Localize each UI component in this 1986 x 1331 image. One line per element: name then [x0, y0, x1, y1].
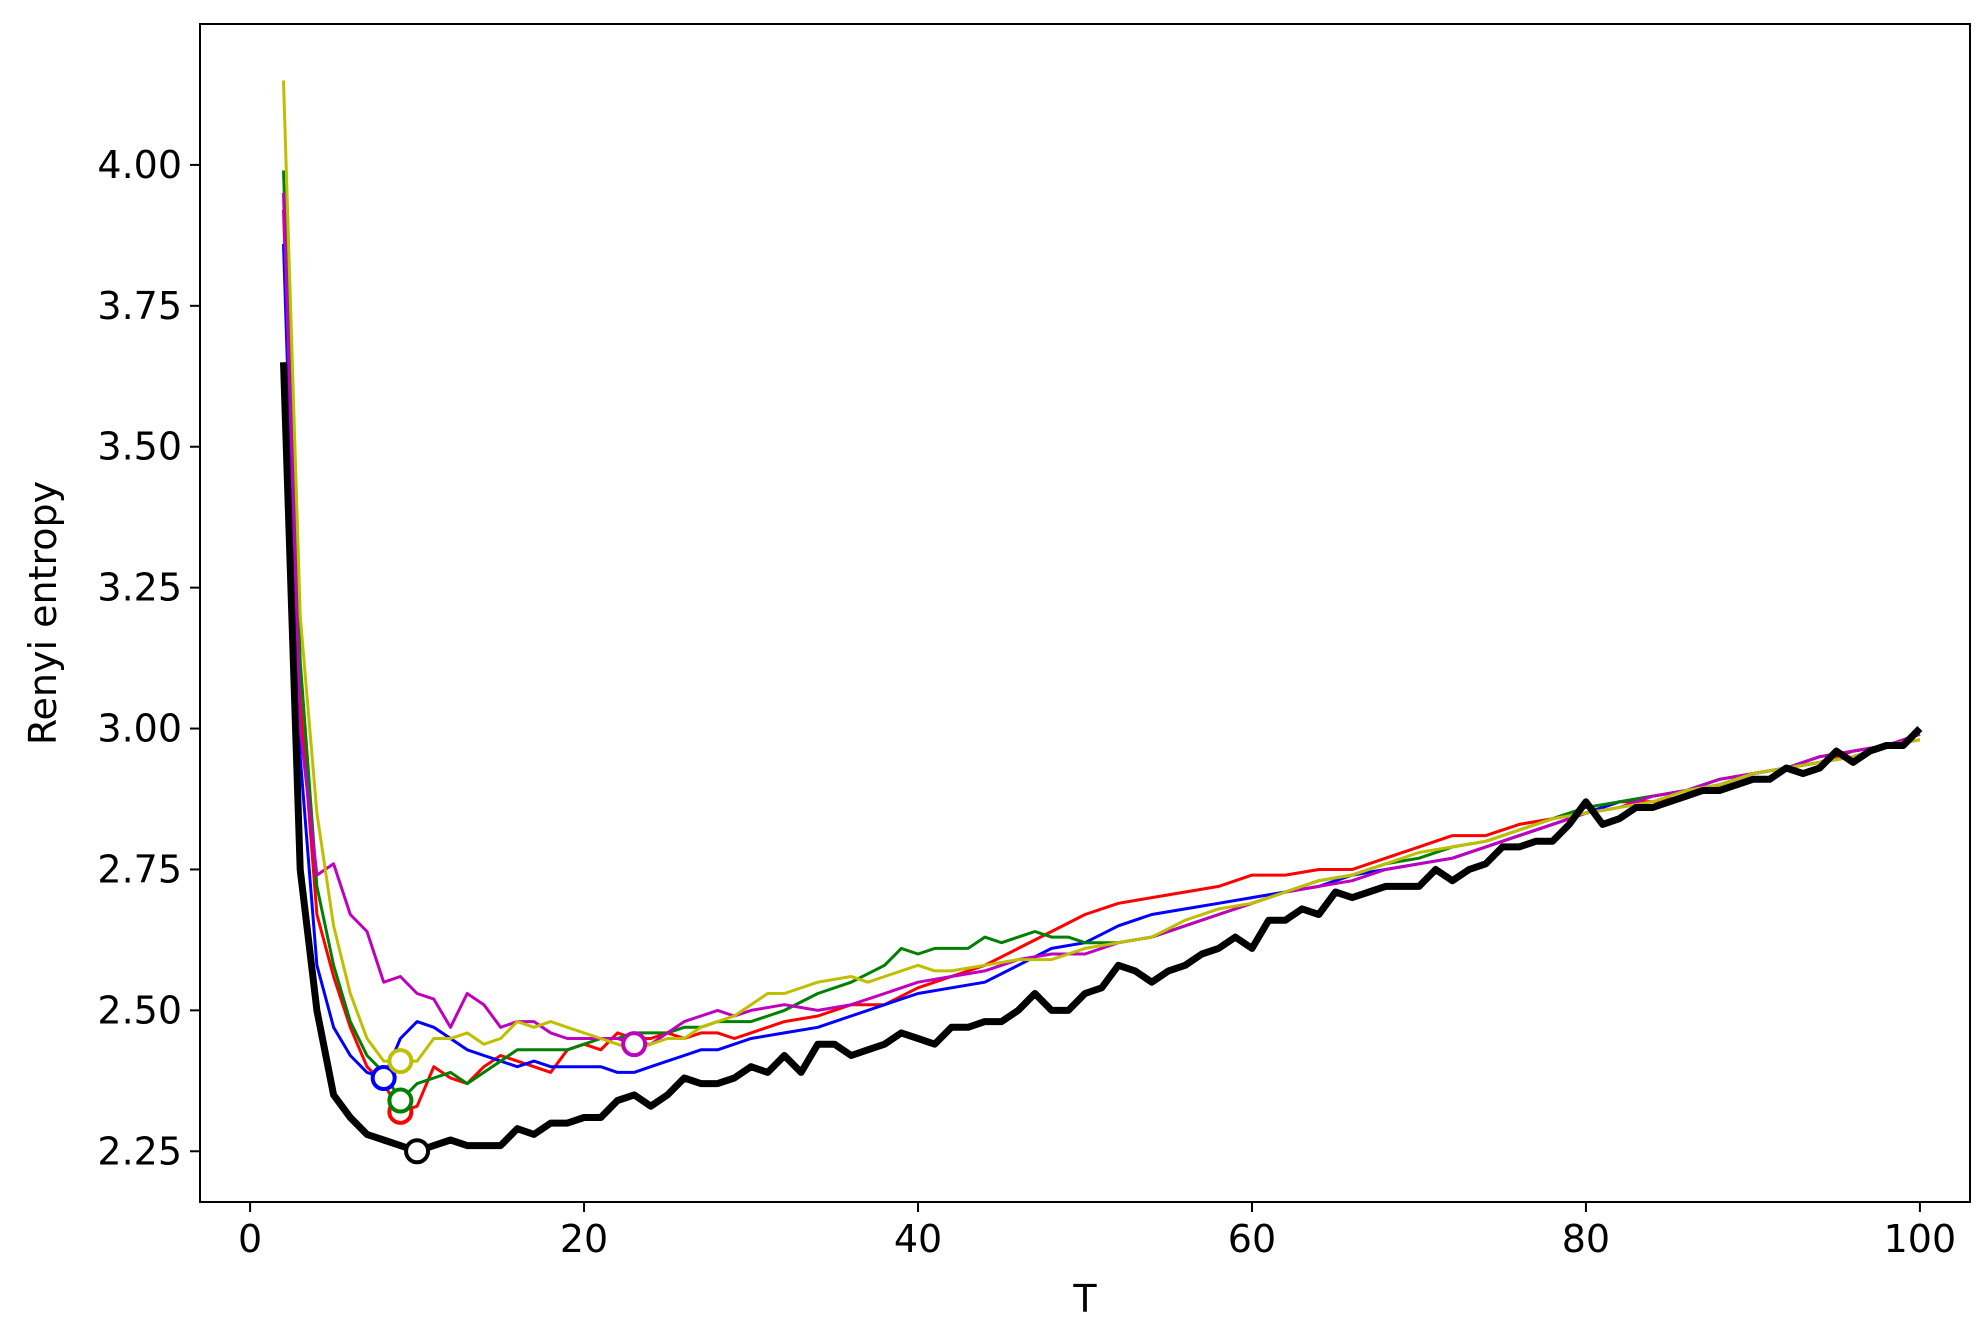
y-tick-label: 3.75: [97, 284, 182, 328]
y-tick-label: 4.00: [97, 143, 182, 187]
series-minimum-marker-4: [621, 1031, 648, 1058]
series-line-5: [282, 80, 1921, 1063]
series-layer: [280, 80, 1923, 1155]
x-tick-label: 60: [1228, 1217, 1276, 1261]
marker-layer: [370, 1031, 648, 1165]
series-line-6: [280, 362, 1923, 1155]
y-tick-label: 3.00: [97, 707, 182, 751]
y-tick-label: 2.25: [97, 1129, 182, 1173]
y-axis-label: Renyi entropy: [21, 481, 65, 745]
plot-frame: [199, 23, 1971, 1203]
y-axis: 2.25 2.50 2.75 3.00 3.25 3.50 3.75 4.00: [97, 143, 200, 1173]
y-tick-label: 2.75: [97, 847, 182, 891]
series-minimum-marker-5: [387, 1048, 414, 1075]
x-tick-label: 80: [1562, 1217, 1610, 1261]
x-tick-label: 100: [1884, 1217, 1957, 1261]
x-tick-label: 20: [560, 1217, 608, 1261]
y-tick-label: 3.50: [97, 425, 182, 469]
x-axis-label: T: [1072, 1277, 1097, 1321]
series-minimum-marker-2: [370, 1065, 397, 1091]
x-tick-label: 40: [894, 1217, 942, 1261]
series-minimum-marker-6: [404, 1138, 431, 1165]
series-minimum-marker-3: [387, 1087, 414, 1114]
x-axis: 0 20 40 60 80 100: [238, 1202, 1956, 1261]
x-tick-label: 0: [238, 1217, 262, 1261]
y-tick-label: 3.25: [97, 566, 182, 610]
y-tick-label: 2.50: [97, 988, 182, 1032]
